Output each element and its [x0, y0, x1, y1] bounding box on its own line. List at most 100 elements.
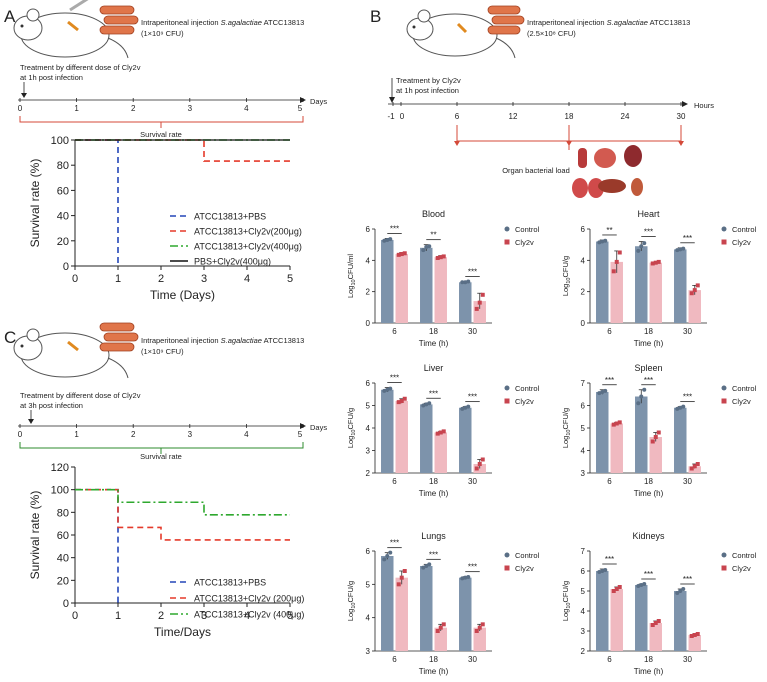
y-axis-label: Log10CFU/g [346, 581, 357, 621]
survival-chart-c: 0 20 40 60 80 100 120 0 1 2 3 4 5 Time/Days Survival r… [28, 462, 304, 639]
data-point [441, 429, 446, 434]
y-tick-label: 40 [57, 553, 69, 565]
timeline-b-bracket-label: Organ bacterial load [502, 166, 570, 175]
data-point [474, 629, 479, 633]
data-point [611, 269, 616, 274]
panel-letter-a: A [4, 7, 16, 26]
y-axis-label: Survival rate (%) [28, 491, 42, 580]
data-point [656, 619, 661, 623]
x-axis-label: Time (h) [634, 339, 664, 348]
data-point [480, 292, 485, 297]
y-tick-label: 40 [57, 211, 69, 223]
bar-chart-heart: Heart 0 2 4 6 Log10CFU/g Time (h) 6 ** 18 *** 30 ***… [561, 209, 757, 348]
significance-label: *** [644, 228, 653, 237]
panel-a-treatment-line1: Treatment by different dose of Cly2v [20, 63, 141, 72]
x-axis-label: Time/Days [154, 625, 211, 639]
survival-chart-a: 0 20 40 60 80 100 0 1 2 3 4 5 Time (Days) Survival ra… [28, 135, 302, 302]
data-point [617, 250, 622, 255]
chart-title: Kidneys [632, 531, 665, 541]
x-tick-label: 18 [429, 655, 438, 664]
bacteria-illustration-c [99, 322, 139, 352]
y-tick-label: 120 [51, 462, 69, 474]
data-point [642, 582, 647, 586]
legend-label-cly2v: Cly2v [732, 238, 751, 247]
bacteria-illustration-a [99, 5, 139, 35]
data-point [424, 402, 429, 407]
significance-label: *** [429, 550, 438, 559]
data-point [681, 404, 686, 409]
bar-control [420, 566, 433, 651]
y-tick-label: 2 [581, 288, 586, 297]
data-point [396, 582, 401, 587]
y-tick-label: 0 [366, 319, 371, 328]
data-point [675, 406, 680, 411]
data-point [438, 430, 443, 435]
y-tick-label: 6 [366, 547, 371, 556]
data-point [675, 591, 680, 595]
data-point [466, 279, 471, 284]
data-point [382, 557, 387, 562]
data-point [477, 625, 482, 630]
y-tick-label: 4 [581, 256, 586, 265]
panel-a-schematic: Intraperitoneal injection S.agalactiae A… [13, 0, 327, 139]
data-point [382, 238, 387, 243]
panel-letter-c: C [4, 328, 16, 347]
legend-swatch-cly2v [721, 398, 727, 404]
bacteria-illustration-b [487, 5, 525, 35]
timeline-a-tick-4: 4 [244, 104, 249, 113]
data-point [477, 462, 482, 466]
y-tick-label: 4 [366, 614, 371, 623]
y-axis-label: Log10CFU/g [561, 256, 572, 296]
data-point [611, 422, 616, 427]
data-point [678, 405, 683, 410]
data-point [463, 280, 468, 285]
y-tick-label: 6 [366, 379, 371, 388]
data-point [460, 280, 465, 285]
significance-label: *** [390, 374, 399, 383]
series-line-2 [75, 139, 290, 162]
y-tick-label: 3 [366, 447, 371, 456]
y-tick-label: 3 [581, 627, 586, 636]
data-point [463, 575, 468, 580]
bar-cly2v [610, 589, 623, 651]
y-tick-label: 5 [366, 402, 371, 411]
bar-control [459, 282, 472, 323]
timeline-b-bracket [456, 125, 682, 150]
timeline-b-tick-18: 18 [565, 112, 574, 121]
y-tick-label: 2 [581, 647, 586, 656]
data-point [402, 569, 407, 573]
data-point [639, 244, 644, 249]
data-point [396, 252, 401, 257]
data-point [636, 401, 641, 406]
x-tick-label: 30 [683, 655, 692, 664]
timeline-a-tick-1: 1 [74, 104, 79, 113]
data-point [399, 575, 404, 580]
legend-label: ATCC13813+PBS [194, 212, 266, 222]
significance-label: *** [683, 234, 692, 243]
y-tick-label: 2 [366, 469, 371, 478]
timeline-c-unit: Days [310, 423, 327, 432]
bar-control [381, 389, 394, 473]
chart-title: Lungs [421, 531, 446, 541]
data-point [653, 435, 658, 439]
y-tick-label: 6 [581, 225, 586, 234]
chart-title: Liver [424, 363, 444, 373]
panel-c-injection-text: Intraperitoneal injection S.agalactiae A… [141, 336, 304, 345]
timeline-c-tick-1: 1 [74, 430, 79, 439]
x-tick-label: 2 [158, 273, 164, 285]
data-point [474, 466, 479, 471]
series-line-3 [75, 488, 290, 516]
mouse-illustration-b [406, 9, 516, 59]
timeline-c-tick-0: 0 [18, 430, 23, 439]
data-point [611, 589, 616, 593]
data-point [480, 457, 485, 462]
y-tick-label: 4 [366, 256, 371, 265]
bar-control [459, 407, 472, 473]
panel-c-treatment-line1: Treatment by different dose of Cly2v [20, 391, 141, 400]
x-tick-label: 5 [287, 610, 293, 622]
y-tick-label: 6 [581, 567, 586, 576]
data-point [692, 633, 697, 637]
bar-control [674, 249, 687, 323]
data-point [463, 405, 468, 410]
x-tick-label: 18 [644, 477, 653, 486]
